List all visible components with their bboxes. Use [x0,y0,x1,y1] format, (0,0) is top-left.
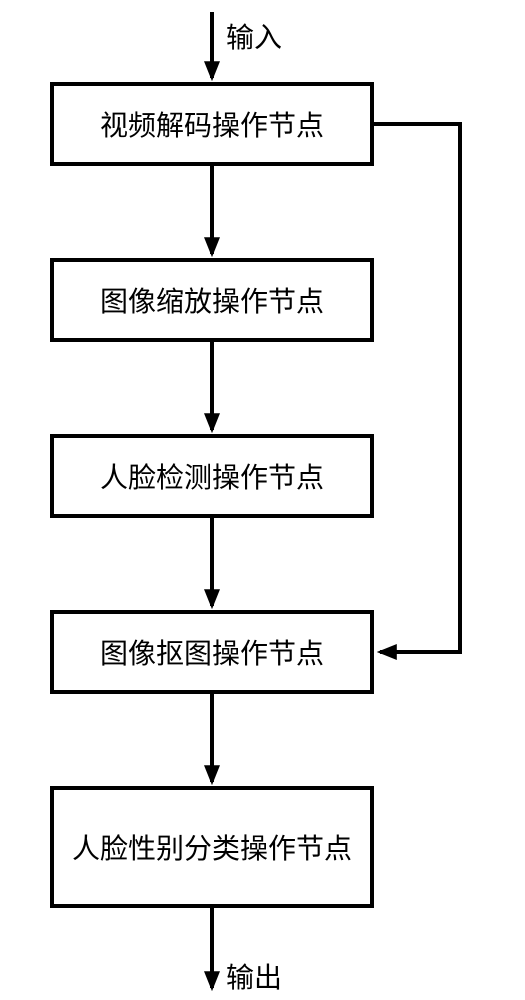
node-classify: 人脸性别分类操作节点 [50,786,374,908]
node-scale-text: 图像缩放操作节点 [100,280,324,320]
edge-decode-matte [374,124,460,652]
node-scale: 图像缩放操作节点 [50,258,374,342]
node-detect: 人脸检测操作节点 [50,434,374,518]
input-label: 输入 [226,16,282,56]
flowchart-container: 输入 输出 视频解码操作节点 图像缩放操作节点 人脸检测操作节点 图像抠图操作节… [0,0,525,1000]
node-classify-text: 人脸性别分类操作节点 [72,827,352,867]
node-detect-text: 人脸检测操作节点 [100,456,324,496]
node-decode-text: 视频解码操作节点 [100,104,324,144]
node-matte-text: 图像抠图操作节点 [100,632,324,672]
node-decode: 视频解码操作节点 [50,82,374,166]
node-matte: 图像抠图操作节点 [50,610,374,694]
output-label: 输出 [226,956,282,996]
